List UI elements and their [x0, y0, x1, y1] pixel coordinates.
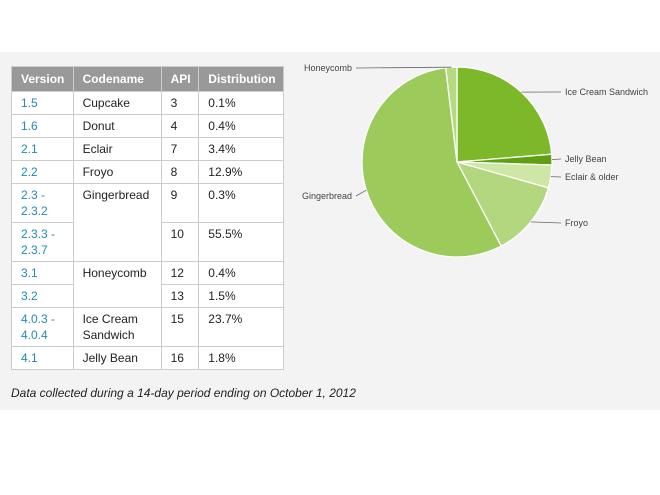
table-row: 2.1 Eclair 7 3.4% — [11, 137, 284, 161]
footnote: Data collected during a 14-day period en… — [11, 386, 356, 400]
pie-chart: Ice Cream Sandwich Jelly Bean Eclair & old… — [302, 63, 648, 258]
api-cell: 9 — [160, 183, 200, 223]
api-cell: 3 — [160, 91, 200, 115]
pie-slice-ice-cream-sandwich — [456, 66, 553, 163]
version-cell: 1.6 — [11, 114, 74, 138]
leader-line — [551, 158, 562, 160]
version-cell: 4.0.3 - 4.0.4 — [11, 307, 74, 347]
header-api: API — [160, 66, 200, 92]
table-row: 3.2 13 1.5% — [11, 284, 284, 308]
slice-label: Honeycomb — [304, 63, 352, 73]
distribution-cell: 55.5% — [198, 222, 284, 262]
distribution-cell: 0.3% — [198, 183, 284, 223]
leader-line — [355, 189, 367, 197]
slice-label: Froyo — [565, 218, 588, 228]
distribution-cell: 0.4% — [198, 114, 284, 138]
distribution-cell: 23.7% — [198, 307, 284, 347]
codename-cell: Ice Cream Sandwich — [72, 307, 162, 347]
api-cell: 12 — [160, 261, 200, 285]
distribution-cell: 3.4% — [198, 137, 284, 161]
header-version: Version — [11, 66, 74, 92]
codename-cell: Donut — [72, 114, 162, 138]
distribution-table: Version Codename API Distribution 1.5 Cup… — [11, 66, 284, 370]
codename-cell: Eclair — [72, 137, 162, 161]
version-cell: 1.5 — [11, 91, 74, 115]
table-row: 1.5 Cupcake 3 0.1% — [11, 91, 284, 115]
version-cell: 3.2 — [11, 284, 74, 308]
api-cell: 4 — [160, 114, 200, 138]
leader-line — [530, 221, 562, 224]
version-cell: 2.2 — [11, 160, 74, 184]
table-row: 3.1 Honeycomb 12 0.4% — [11, 261, 284, 308]
slice-label: Jelly Bean — [565, 154, 607, 164]
slice-label: Ice Cream Sandwich — [565, 87, 648, 97]
header-codename: Codename — [72, 66, 162, 92]
version-cell: 3.1 — [11, 261, 74, 285]
slice-label: Eclair & older — [565, 172, 619, 182]
version-cell: 2.3.3 - 2.3.7 — [11, 222, 74, 262]
distribution-cell: 12.9% — [198, 160, 284, 184]
slice-label: Gingerbread — [302, 191, 352, 201]
version-cell: 2.1 — [11, 137, 74, 161]
codename-cell: Froyo — [72, 160, 162, 184]
api-cell: 7 — [160, 137, 200, 161]
codename-cell: Cupcake — [72, 91, 162, 115]
codename-cell: Jelly Bean — [72, 346, 162, 370]
table-row: 4.1 Jelly Bean 16 1.8% — [11, 346, 284, 370]
table-row: 2.2 Froyo 8 12.9% — [11, 160, 284, 184]
pie-slice-froyo — [455, 160, 550, 247]
table-header-row: Version Codename API Distribution — [11, 66, 284, 92]
version-cell: 2.3 - 2.3.2 — [11, 183, 74, 223]
api-cell: 10 — [160, 222, 200, 262]
header-distribution: Distribution — [198, 66, 284, 92]
version-cell: 4.1 — [11, 346, 74, 370]
table-row: 2.3 - 2.3.2 Gingerbread 9 0.3% — [11, 183, 284, 262]
distribution-cell: 1.5% — [198, 284, 284, 308]
api-cell: 15 — [160, 307, 200, 347]
pie-slice-honeycomb — [444, 66, 458, 163]
leader-line — [355, 66, 452, 69]
codename-cell: Honeycomb — [72, 261, 162, 308]
table-row: 4.0.3 - 4.0.4 Ice Cream Sandwich 15 23.7% — [11, 307, 284, 347]
distribution-cell: 0.1% — [198, 91, 284, 115]
api-cell: 13 — [160, 284, 200, 308]
table-row: 1.6 Donut 4 0.4% — [11, 114, 284, 138]
api-cell: 16 — [160, 346, 200, 370]
distribution-cell: 0.4% — [198, 261, 284, 285]
codename-cell: Gingerbread — [72, 183, 162, 262]
api-cell: 8 — [160, 160, 200, 184]
distribution-cell: 1.8% — [198, 346, 284, 370]
